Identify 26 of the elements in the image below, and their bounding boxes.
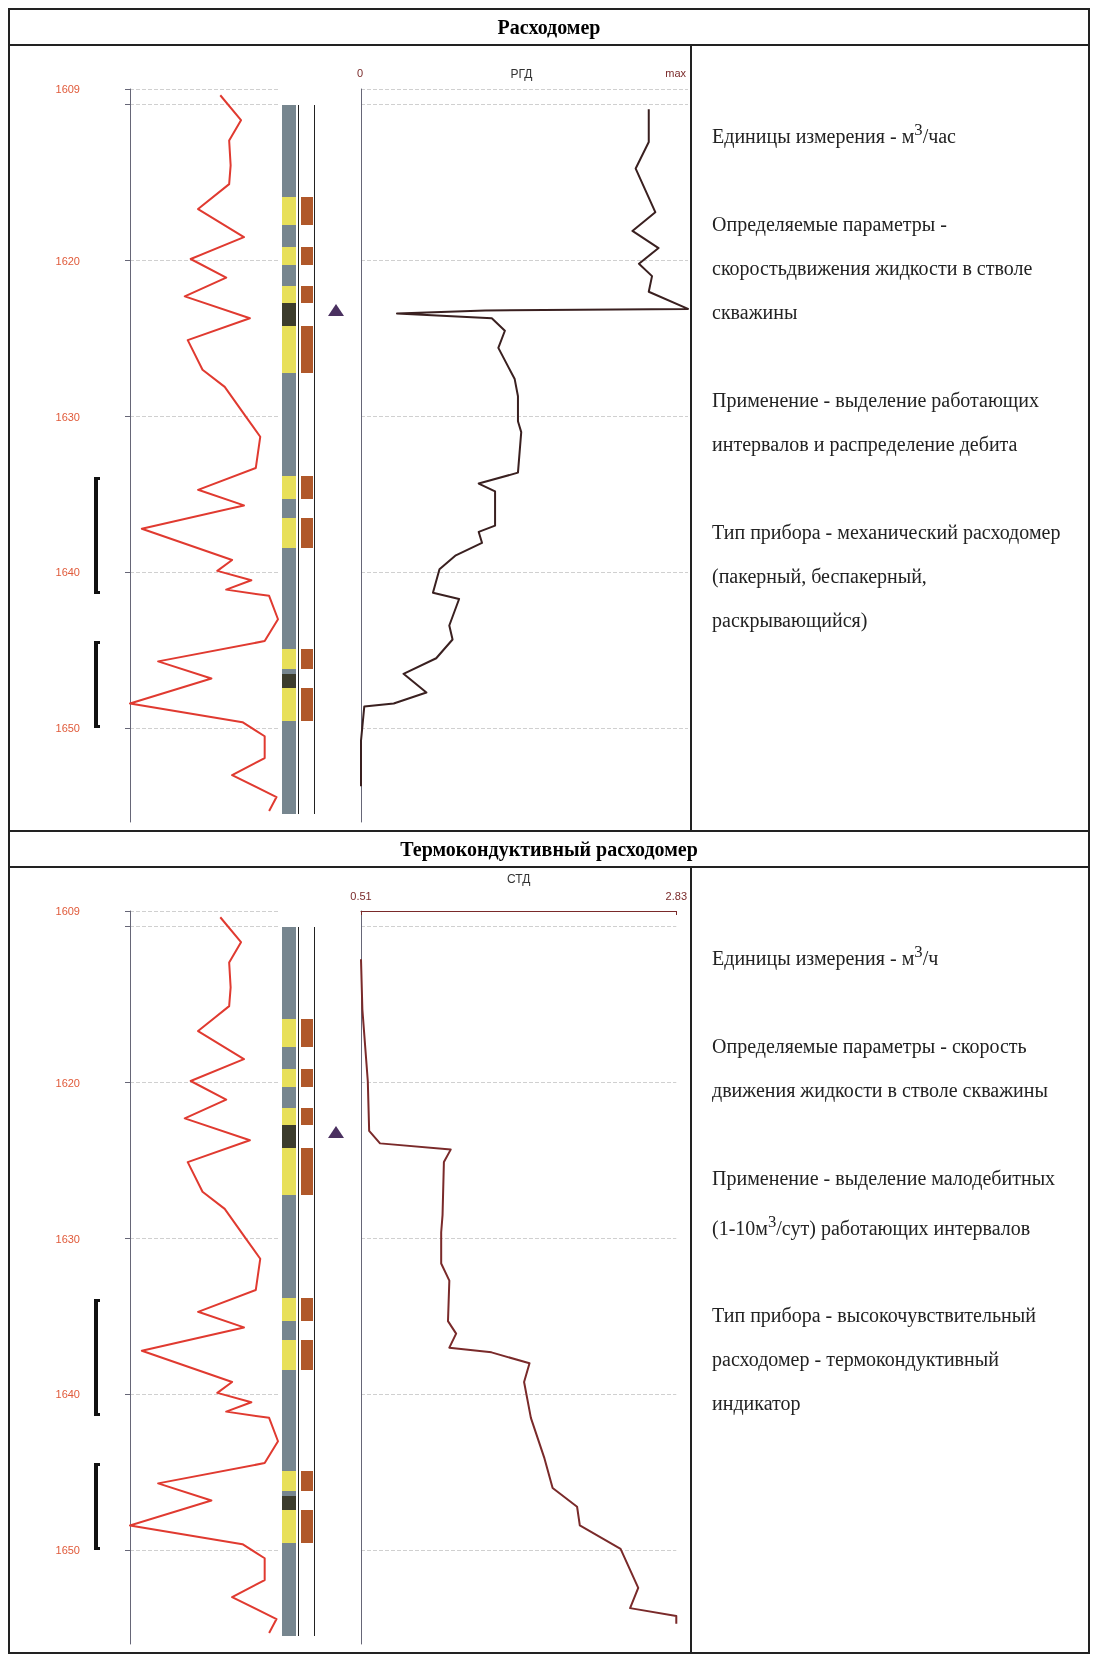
y-tick-label: 1620: [55, 254, 80, 267]
x-tick-label: 0.51: [350, 889, 372, 902]
y-tick-label: 1640: [55, 1388, 80, 1401]
text: Определяемые параметры - скоростьдвижения жидкости в стволе скважины: [712, 211, 1034, 325]
text: Единицы измерения - м$^{3}$/ч: [712, 941, 940, 972]
chart-title: Расходомер: [10, 10, 1088, 46]
text: 0: [357, 67, 364, 79]
y-tick-label: 1630: [55, 410, 80, 423]
y-tick-label: 1640: [55, 566, 80, 579]
text: Применение - выделение работающих интервалов и распределение дебита: [712, 387, 1040, 458]
y-tick-label: 1630: [55, 1232, 80, 1245]
text: Тип прибора - механический расходомер (пакерный, беспакерный, раскрывающийся): [712, 519, 1062, 634]
text: max: [665, 67, 686, 79]
text: Тип прибора - высокочувствительный расходомер - термокондуктивный индикатор: [712, 1303, 1037, 1417]
text: Применение - выделение малодебитных (1-10м$^{3}$/сут) работающих интервалов: [712, 1166, 1056, 1239]
text: Единицы измерения - м$^{3}$/час: [712, 119, 957, 150]
x-axis-title: РГД: [510, 67, 533, 81]
y-tick-label: 1620: [55, 1076, 80, 1089]
x-tick-label: 2.83: [665, 889, 688, 902]
y-tick-label: 1609: [55, 83, 80, 95]
chart-title: Термокондуктивный расходомер: [10, 832, 1088, 868]
y-tick-label: 1609: [55, 905, 80, 917]
y-tick-label: 1650: [55, 722, 80, 735]
text: Определяемые параметры - скорость движения жидкости в стволе скважины: [712, 1033, 1049, 1104]
y-tick-label: 1650: [55, 1544, 80, 1557]
x-axis-title: СТД: [506, 872, 531, 887]
